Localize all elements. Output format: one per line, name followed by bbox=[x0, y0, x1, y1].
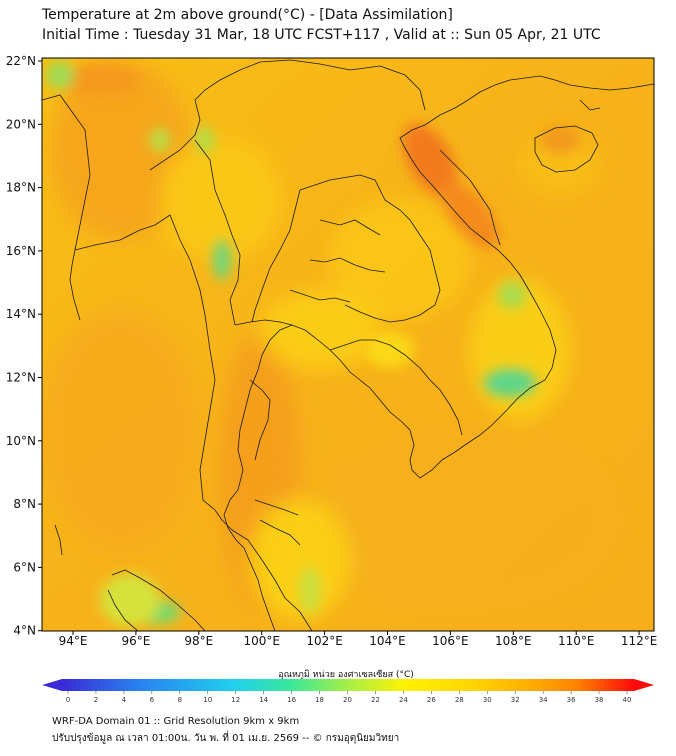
colorbar-tick-label: 40 bbox=[623, 696, 632, 704]
colorbar-tick-label: 0 bbox=[66, 696, 70, 704]
colorbar-tick-label: 30 bbox=[483, 696, 492, 704]
colorbar-tick-label: 38 bbox=[595, 696, 604, 704]
footer-update-info: ปรับปรุงข้อมูล ณ เวลา 01:00น. วัน พ. ที่… bbox=[52, 733, 400, 744]
lat-label: 6°N bbox=[13, 560, 36, 574]
coastlines-and-borders bbox=[42, 58, 654, 631]
colorbar-tick-label: 4 bbox=[122, 696, 127, 704]
lon-label: 98°E bbox=[184, 634, 213, 648]
lat-label: 22°N bbox=[6, 54, 36, 68]
lat-label: 18°N bbox=[6, 181, 36, 195]
colorbar-ticks: 0 2 4 6 8 10 12 14 16 18 20 22 24 26 28 30 32 34 36 38 40 bbox=[66, 691, 632, 704]
lat-label: 10°N bbox=[6, 434, 36, 448]
colorbar-title: อุณหภูมิ หน่วย องศาเซลเซียส (°C) bbox=[278, 669, 414, 680]
map-subtitle: Initial Time : Tuesday 31 Mar, 18 UTC FC… bbox=[42, 27, 601, 43]
longitude-axis: 94°E 96°E 98°E 100°E 102°E 104°E 106°E 108°E 110… bbox=[59, 631, 658, 648]
colorbar bbox=[42, 679, 654, 691]
footer-model-info: WRF-DA Domain 01 :: Grid Resolution 9km … bbox=[52, 716, 300, 727]
colorbar-tick-label: 8 bbox=[178, 696, 182, 704]
lat-label: 8°N bbox=[13, 497, 36, 511]
colorbar-tick-label: 14 bbox=[259, 696, 268, 704]
colorbar-tick-label: 6 bbox=[150, 696, 155, 704]
lon-label: 102°E bbox=[306, 634, 343, 648]
colorbar-tick-label: 26 bbox=[427, 696, 436, 704]
colorbar-tick-label: 16 bbox=[287, 696, 296, 704]
lon-label: 104°E bbox=[369, 634, 406, 648]
map-frame bbox=[41, 57, 655, 632]
colorbar-tick-label: 12 bbox=[231, 696, 240, 704]
colorbar-tick-label: 22 bbox=[371, 696, 380, 704]
lat-label: 12°N bbox=[6, 371, 36, 385]
lon-label: 106°E bbox=[432, 634, 469, 648]
lon-label: 112°E bbox=[621, 634, 658, 648]
map-title: Temperature at 2m above ground(°C) - [Da… bbox=[42, 7, 453, 23]
colorbar-tick-label: 28 bbox=[455, 696, 464, 704]
lat-label: 16°N bbox=[6, 244, 36, 258]
lat-label: 4°N bbox=[13, 624, 36, 638]
colorbar-tick-label: 34 bbox=[539, 696, 548, 704]
colorbar-tick-label: 36 bbox=[567, 696, 576, 704]
colorbar-tick-label: 24 bbox=[399, 696, 408, 704]
latitude-axis: 22°N 20°N 18°N 16°N 14°N 12°N 10°N 8°N 6°N 4°N bbox=[6, 54, 42, 638]
colorbar-tick-label: 32 bbox=[511, 696, 520, 704]
temperature-field bbox=[42, 58, 654, 631]
colorbar-tick-label: 2 bbox=[94, 696, 98, 704]
lat-label: 20°N bbox=[6, 117, 36, 131]
lon-label: 100°E bbox=[243, 634, 280, 648]
lat-label: 14°N bbox=[6, 307, 36, 321]
lon-label: 94°E bbox=[59, 634, 88, 648]
lon-label: 108°E bbox=[495, 634, 532, 648]
lon-label: 96°E bbox=[121, 634, 150, 648]
colorbar-tick-label: 18 bbox=[315, 696, 324, 704]
lon-label: 110°E bbox=[558, 634, 595, 648]
colorbar-tick-label: 10 bbox=[203, 696, 212, 704]
colorbar-tick-label: 20 bbox=[343, 696, 352, 704]
